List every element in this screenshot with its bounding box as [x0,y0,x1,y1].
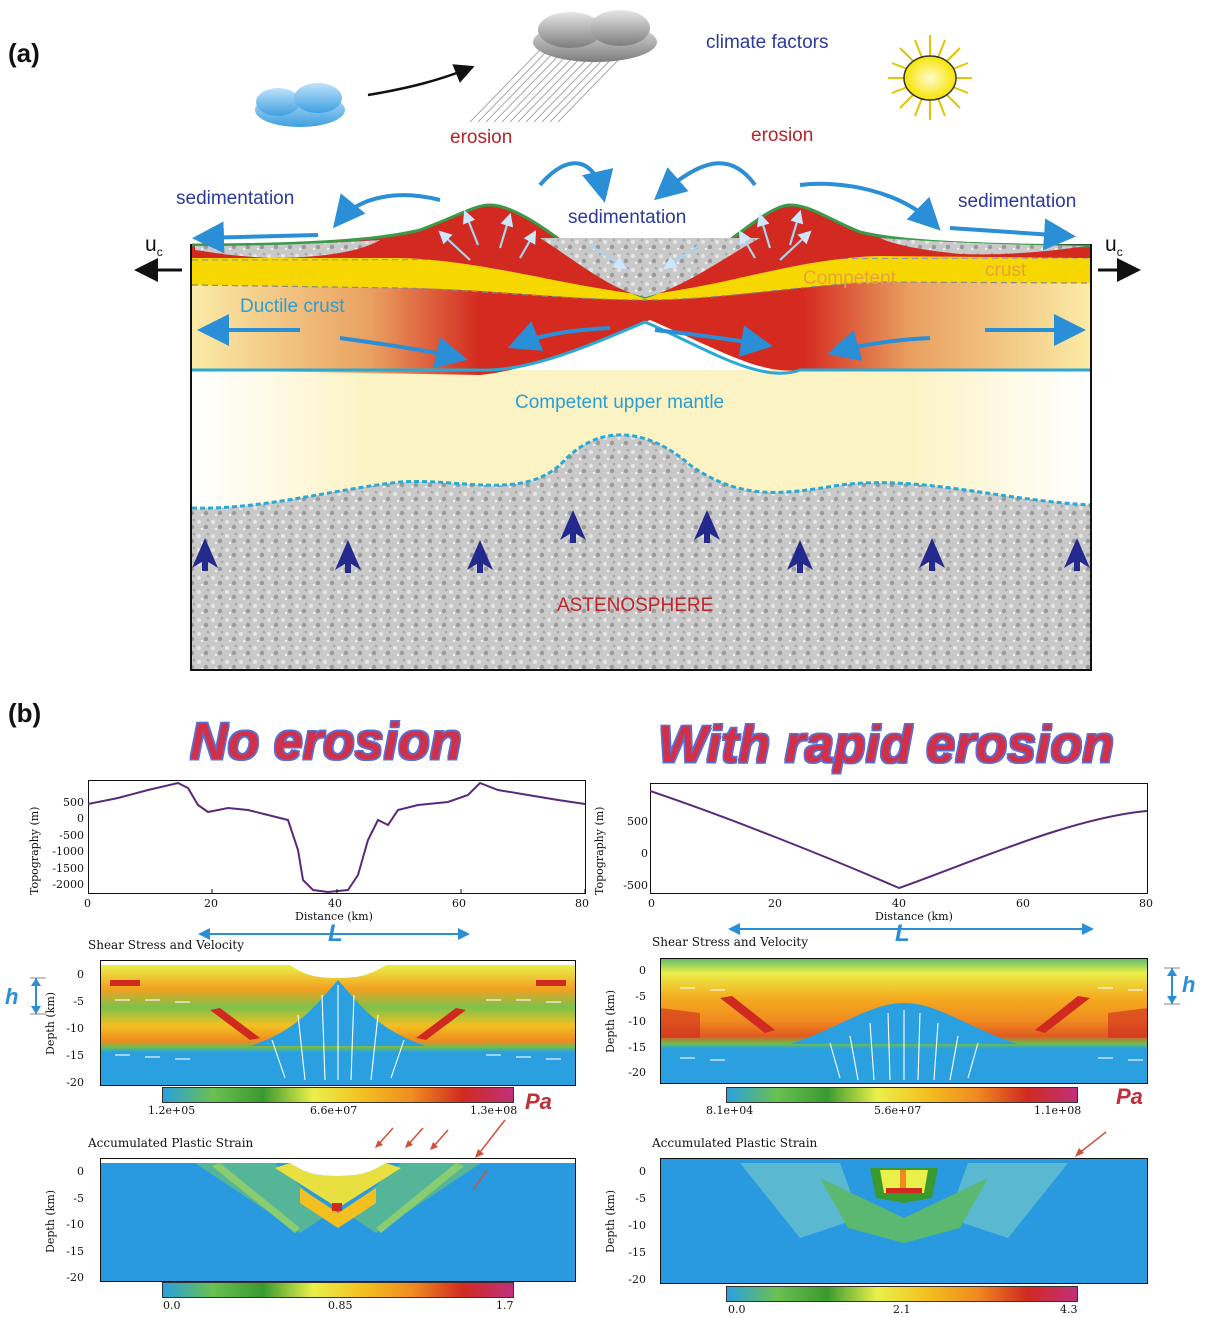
upper-mantle-label: Competent upper mantle [515,392,725,413]
right-stress-title: Shear Stress and Velocity [652,935,809,949]
right-topography-plot [650,783,1148,894]
upwelling-arrows [192,510,1090,573]
right-stress-cbar-max: 1.1e+08 [1034,1104,1082,1117]
erosion-right-label: erosion [751,125,814,146]
left-stress-colorbar [162,1087,514,1103]
left-strain-title: Accumulated Plastic Strain [88,1136,254,1150]
right-L-arrow [728,923,1094,935]
astenosphere-layer [192,434,1090,669]
competent-crust-label: Competent [803,268,896,289]
erosion-left-label: erosion [450,127,513,148]
left-topo-xlabel: Distance (km) [295,910,373,923]
left-stress-title: Shear Stress and Velocity [88,938,245,952]
orogen-red [192,205,1090,297]
uc-right-label: uc [1105,233,1123,260]
right-topo-ylabel-box: Topography (m) [593,790,607,900]
left-strain-plot [100,1158,576,1282]
right-stress-depth-box: Depth (km) [604,958,617,1083]
competent-crust-label-2: crust [985,260,1027,281]
left-stress-depth-ticks: 0 -5 -10 -15 -20 [66,968,84,1089]
right-topo-xlabel: Distance (km) [875,910,953,923]
right-strain-depth-box: Depth (km) [604,1158,617,1283]
left-strain-depth-box: Depth (km) [44,1158,57,1283]
uc-left-label: uc [145,233,163,260]
title-rapid-erosion: With rapid erosion [658,716,1114,774]
right-topo-ylabel: Topography (m) [593,806,606,895]
right-strain-cbar-min: 0.0 [728,1303,746,1316]
lab-boundary [191,433,1091,510]
left-strain-cbar-min: 0.0 [163,1299,181,1312]
right-basin-sediment [880,238,1085,255]
panel-a-label: (a) [8,38,40,68]
left-h-label: h [5,984,19,1009]
left-strain-cbar-mid: 0.85 [328,1299,353,1312]
right-stress-cbar-min: 8.1e+04 [706,1104,754,1117]
right-strain-depth-ticks: 0 -5 -10 -15 -20 [628,1165,646,1286]
panel-b-label: (b) [8,698,42,728]
right-stress-depth-label: Depth (km) [604,989,617,1053]
right-topo-yticks: 500 0 -500 [623,815,648,892]
ductile-flow-arrows [197,314,1086,369]
right-stress-colorbar [726,1087,1078,1103]
ductile-crust-label: Ductile crust [240,296,345,317]
rain-cloud-icon [469,10,657,123]
left-strain-depth-label: Depth (km) [44,1189,57,1253]
right-strain-red-arrow [1075,1131,1107,1157]
right-stress-plot [660,958,1148,1084]
left-strain-depth-ticks: 0 -5 -10 -15 -20 [66,1165,84,1284]
uplift-arrows [438,209,812,270]
left-strain-red-arrows [375,1119,506,1191]
right-strain-colorbar [726,1286,1078,1302]
left-topography-plot [88,780,586,894]
right-h-marker [1164,967,1180,1005]
right-L-label: L [895,920,910,947]
upper-mantle-layer [192,370,1090,509]
sedimentation-left-label: sedimentation [176,188,295,209]
right-pa-label: Pa [1116,1084,1143,1109]
left-pa-label: Pa [525,1089,552,1114]
right-strain-cbar-max: 4.3 [1060,1303,1078,1316]
climate-factors-label: climate factors [706,32,829,53]
wind-arrow-icon [367,64,475,97]
right-strain-depth-label: Depth (km) [604,1189,617,1253]
left-topo-yticks: 500 0 -500 -1000 -1500 -2000 [52,796,84,892]
left-basin-sediment [195,240,380,258]
left-L-label: L [328,920,343,947]
right-strain-title: Accumulated Plastic Strain [652,1136,818,1150]
competent-crust-layer [192,256,1090,300]
left-topo-ylabel: Topography (m) [28,806,41,895]
right-stress-depth-ticks: 0 -5 -10 -15 -20 [628,964,646,1079]
moho-boundary [192,320,1090,375]
geodynamic-schematic [134,10,1141,671]
left-L-arrow [198,928,470,940]
left-topo-ylabel-box: Topography (m) [28,790,42,900]
left-strain-colorbar [162,1282,514,1298]
right-stress-cbar-mid: 5.6e+07 [874,1104,922,1117]
central-basin-sediment [540,238,760,297]
sedimentation-right-label: sedimentation [958,191,1077,212]
sedimentation-arrows [192,161,1076,254]
right-strain-plot [660,1158,1148,1284]
blue-cloud-icon [255,83,345,127]
left-stress-cbar-mid: 6.6e+07 [310,1104,358,1117]
left-stress-plot [100,960,576,1086]
left-stress-cbar-min: 1.2e+05 [148,1104,196,1117]
left-strain-cbar-max: 1.7 [496,1299,514,1312]
title-no-erosion: No erosion [190,713,462,771]
sedimentation-center-label: sedimentation [568,207,687,228]
left-stress-cbar-max: 1.3e+08 [470,1104,518,1117]
right-h-label: h [1182,972,1196,997]
left-h-marker [30,977,46,1015]
astenosphere-label: ASTENOSPHERE [557,595,714,616]
right-strain-cbar-mid: 2.1 [893,1303,911,1316]
sun-icon [888,35,972,120]
